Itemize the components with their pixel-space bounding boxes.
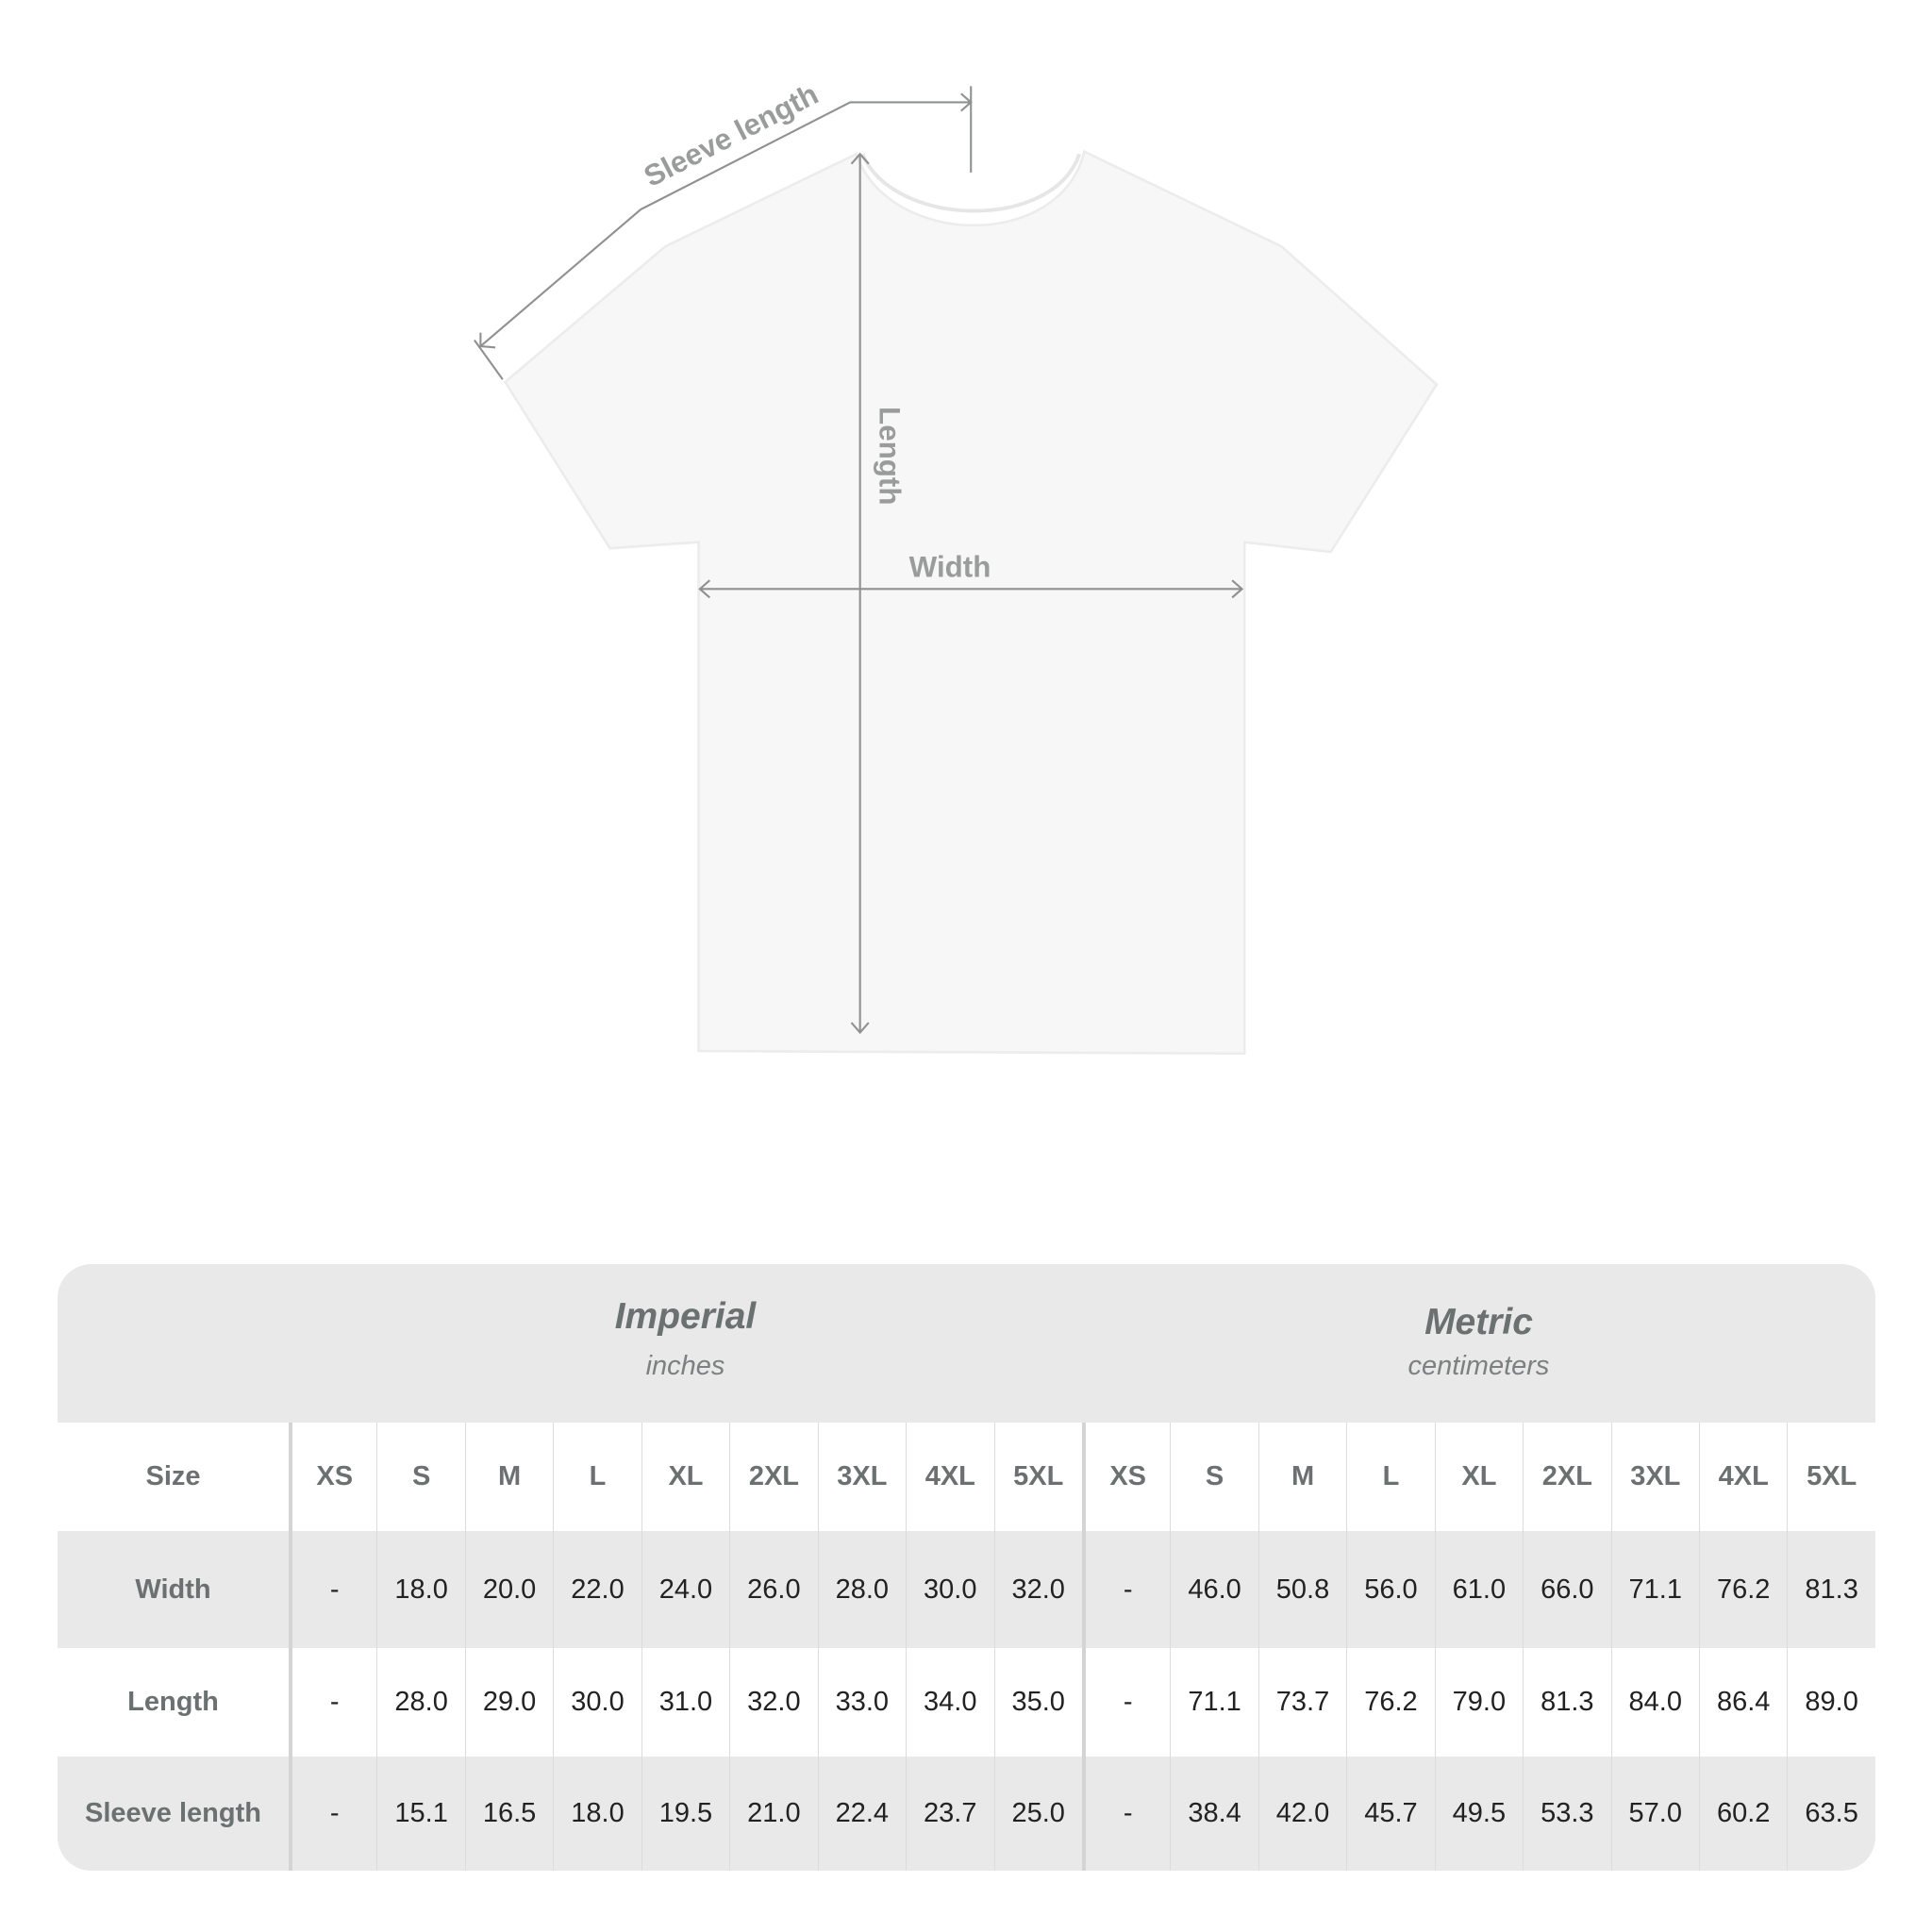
metric-unit: centimeters (1407, 1351, 1550, 1381)
metric-value-cell: - (1081, 1531, 1171, 1648)
imperial-size-header: 4XL (906, 1423, 994, 1531)
imperial-value-cell: 30.0 (553, 1648, 641, 1757)
metric-value-cell: 71.1 (1170, 1648, 1258, 1757)
imperial-size-header: S (376, 1423, 465, 1531)
imperial-value-cell: 22.0 (553, 1531, 641, 1648)
metric-value-cell: 38.4 (1170, 1757, 1258, 1871)
imperial-value-cell: - (289, 1531, 377, 1648)
metric-size-header: 4XL (1699, 1423, 1788, 1531)
sleeve-length-line (479, 101, 972, 347)
size-chart-table: Imperial inches Metric centimeters Size X… (58, 1264, 1875, 1871)
imperial-value-cell: 20.0 (464, 1531, 554, 1648)
imperial-size-header: L (553, 1423, 641, 1531)
imperial-value-cell: 21.0 (729, 1757, 818, 1871)
imperial-value-cell: - (289, 1648, 377, 1757)
imperial-value-cell: 33.0 (817, 1648, 907, 1757)
imperial-value-cell: 24.0 (641, 1531, 730, 1648)
metric-value-cell: 76.2 (1346, 1648, 1435, 1757)
width-label: Width (909, 550, 991, 583)
imperial-value-cell: - (289, 1757, 377, 1871)
imperial-value-cell: 30.0 (906, 1531, 994, 1648)
metric-value-cell: 81.3 (1523, 1648, 1611, 1757)
length-label: Length (874, 407, 907, 505)
imperial-value-cell: 19.5 (641, 1757, 730, 1871)
imperial-value-cell: 25.0 (993, 1757, 1082, 1871)
metric-value-cell: 61.0 (1434, 1531, 1524, 1648)
imperial-value-cell: 15.1 (376, 1757, 465, 1871)
imperial-value-cell: 32.0 (729, 1648, 818, 1757)
metric-value-cell: 66.0 (1523, 1531, 1611, 1648)
sleeve-length-label: Sleeve length (639, 77, 824, 193)
metric-value-cell: 53.3 (1523, 1757, 1611, 1871)
imperial-value-cell: 32.0 (993, 1531, 1082, 1648)
metric-value-cell: 84.0 (1610, 1648, 1699, 1757)
metric-size-header: S (1170, 1423, 1258, 1531)
imperial-header: Imperial inches (289, 1264, 1082, 1423)
metric-size-header: 3XL (1610, 1423, 1699, 1531)
metric-header: Metric centimeters (1082, 1264, 1875, 1423)
metric-value-cell: 56.0 (1346, 1531, 1435, 1648)
metric-value-cell: - (1081, 1757, 1171, 1871)
row-label: Width (58, 1531, 289, 1648)
imperial-value-cell: 18.0 (553, 1757, 641, 1871)
imperial-value-cell: 29.0 (464, 1648, 554, 1757)
metric-value-cell: 49.5 (1434, 1757, 1524, 1871)
metric-value-cell: - (1081, 1648, 1171, 1757)
metric-value-cell: 50.8 (1257, 1531, 1347, 1648)
metric-value-cell: 45.7 (1346, 1757, 1435, 1871)
metric-value-cell: 79.0 (1434, 1648, 1524, 1757)
metric-size-header: 5XL (1787, 1423, 1875, 1531)
metric-size-header: XL (1434, 1423, 1524, 1531)
metric-title: Metric (1424, 1302, 1533, 1342)
size-row-label: Size (58, 1423, 289, 1531)
metric-value-cell: 71.1 (1610, 1531, 1699, 1648)
imperial-value-cell: 22.4 (817, 1757, 907, 1871)
imperial-value-cell: 16.5 (464, 1757, 554, 1871)
imperial-value-cell: 31.0 (641, 1648, 730, 1757)
imperial-value-cell: 23.7 (906, 1757, 994, 1871)
imperial-size-header: 5XL (993, 1423, 1082, 1531)
imperial-value-cell: 28.0 (817, 1531, 907, 1648)
metric-size-header: L (1346, 1423, 1435, 1531)
metric-value-cell: 46.0 (1170, 1531, 1258, 1648)
imperial-size-header: 3XL (817, 1423, 907, 1531)
metric-size-header: M (1257, 1423, 1347, 1531)
imperial-value-cell: 26.0 (729, 1531, 818, 1648)
metric-value-cell: 63.5 (1787, 1757, 1875, 1871)
imperial-size-header: 2XL (729, 1423, 818, 1531)
imperial-unit: inches (645, 1351, 725, 1381)
imperial-value-cell: 34.0 (906, 1648, 994, 1757)
metric-value-cell: 76.2 (1699, 1531, 1788, 1648)
metric-size-header: 2XL (1523, 1423, 1611, 1531)
metric-value-cell: 73.7 (1257, 1648, 1347, 1757)
imperial-value-cell: 18.0 (376, 1531, 465, 1648)
metric-value-cell: 86.4 (1699, 1648, 1788, 1757)
metric-value-cell: 60.2 (1699, 1757, 1788, 1871)
metric-size-header: XS (1081, 1423, 1171, 1531)
row-label: Length (58, 1648, 289, 1757)
metric-value-cell: 89.0 (1787, 1648, 1875, 1757)
imperial-size-header: XS (289, 1423, 377, 1531)
size-grid: Size XS S M L XL 2XL 3XL 4XL 5XL XS S M L XL 2XL 3XL 4XL 5… (58, 1423, 1875, 1871)
metric-value-cell: 42.0 (1257, 1757, 1347, 1871)
imperial-value-cell: 28.0 (376, 1648, 465, 1757)
tshirt-illustration (503, 149, 1439, 1056)
imperial-title: Imperial (614, 1296, 757, 1337)
imperial-size-header: M (464, 1423, 554, 1531)
metric-value-cell: 81.3 (1787, 1531, 1875, 1648)
row-label: Sleeve length (58, 1757, 289, 1871)
imperial-size-header: XL (641, 1423, 730, 1531)
metric-value-cell: 57.0 (1610, 1757, 1699, 1871)
imperial-value-cell: 35.0 (993, 1648, 1082, 1757)
